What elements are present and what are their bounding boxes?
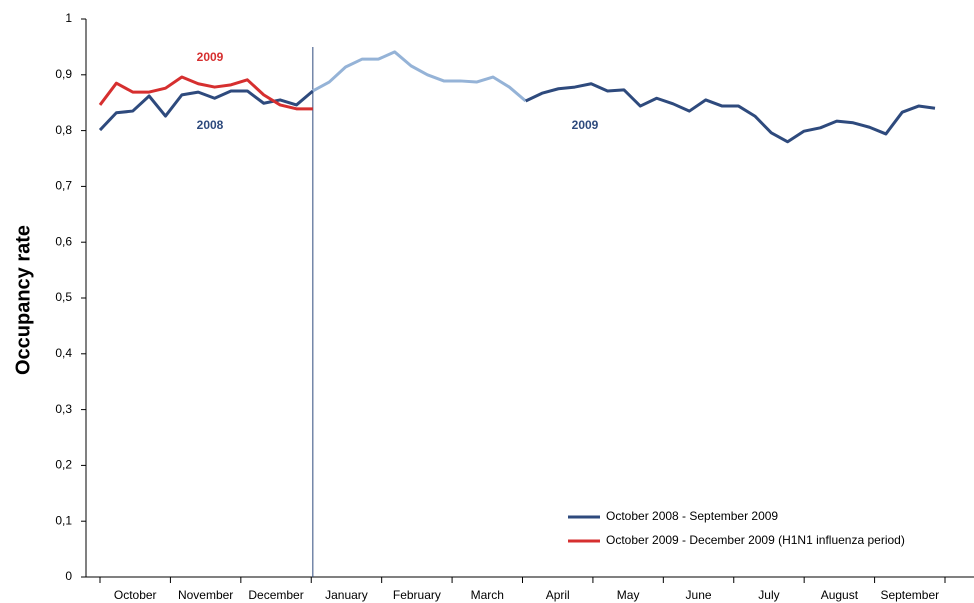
annotation: 2009	[197, 50, 224, 64]
x-tick-label: September	[880, 588, 939, 602]
x-tick-label: July	[758, 588, 779, 602]
y-tick-label: 0,1	[55, 513, 72, 527]
y-tick-label: 0,6	[55, 234, 72, 248]
y-tick-label: 0,9	[55, 67, 72, 81]
x-tick-label: April	[546, 588, 570, 602]
annotation: 2008	[197, 118, 224, 132]
y-tick-label: 0,2	[55, 458, 72, 472]
x-tick-label: March	[471, 588, 504, 602]
y-axis-label: Occupancy rate	[12, 225, 34, 375]
x-tick-label: August	[821, 588, 859, 602]
x-tick-label: December	[248, 588, 303, 602]
line-series	[525, 82, 936, 144]
y-tick-label: 0,4	[55, 346, 72, 360]
x-tick-label: February	[393, 588, 441, 602]
x-tick-label: January	[325, 588, 368, 602]
x-tick-label: May	[617, 588, 640, 602]
y-tick-label: 0,7	[55, 179, 72, 193]
y-tick-label: 1	[65, 11, 72, 25]
x-tick-label: October	[114, 588, 157, 602]
x-tick-label: November	[178, 588, 233, 602]
annotation: 2009	[572, 118, 599, 132]
y-tick-label: 0,3	[55, 402, 72, 416]
y-tick-label: 0	[65, 569, 72, 583]
legend-label: October 2009 - December 2009 (H1N1 influ…	[606, 533, 905, 547]
x-tick-label: June	[686, 588, 712, 602]
y-tick-label: 0,5	[55, 290, 72, 304]
legend-label: October 2008 - September 2009	[606, 509, 778, 523]
line-series	[98, 89, 314, 132]
line-series	[98, 75, 313, 111]
line-series	[312, 50, 527, 103]
y-tick-label: 0,8	[55, 123, 72, 137]
